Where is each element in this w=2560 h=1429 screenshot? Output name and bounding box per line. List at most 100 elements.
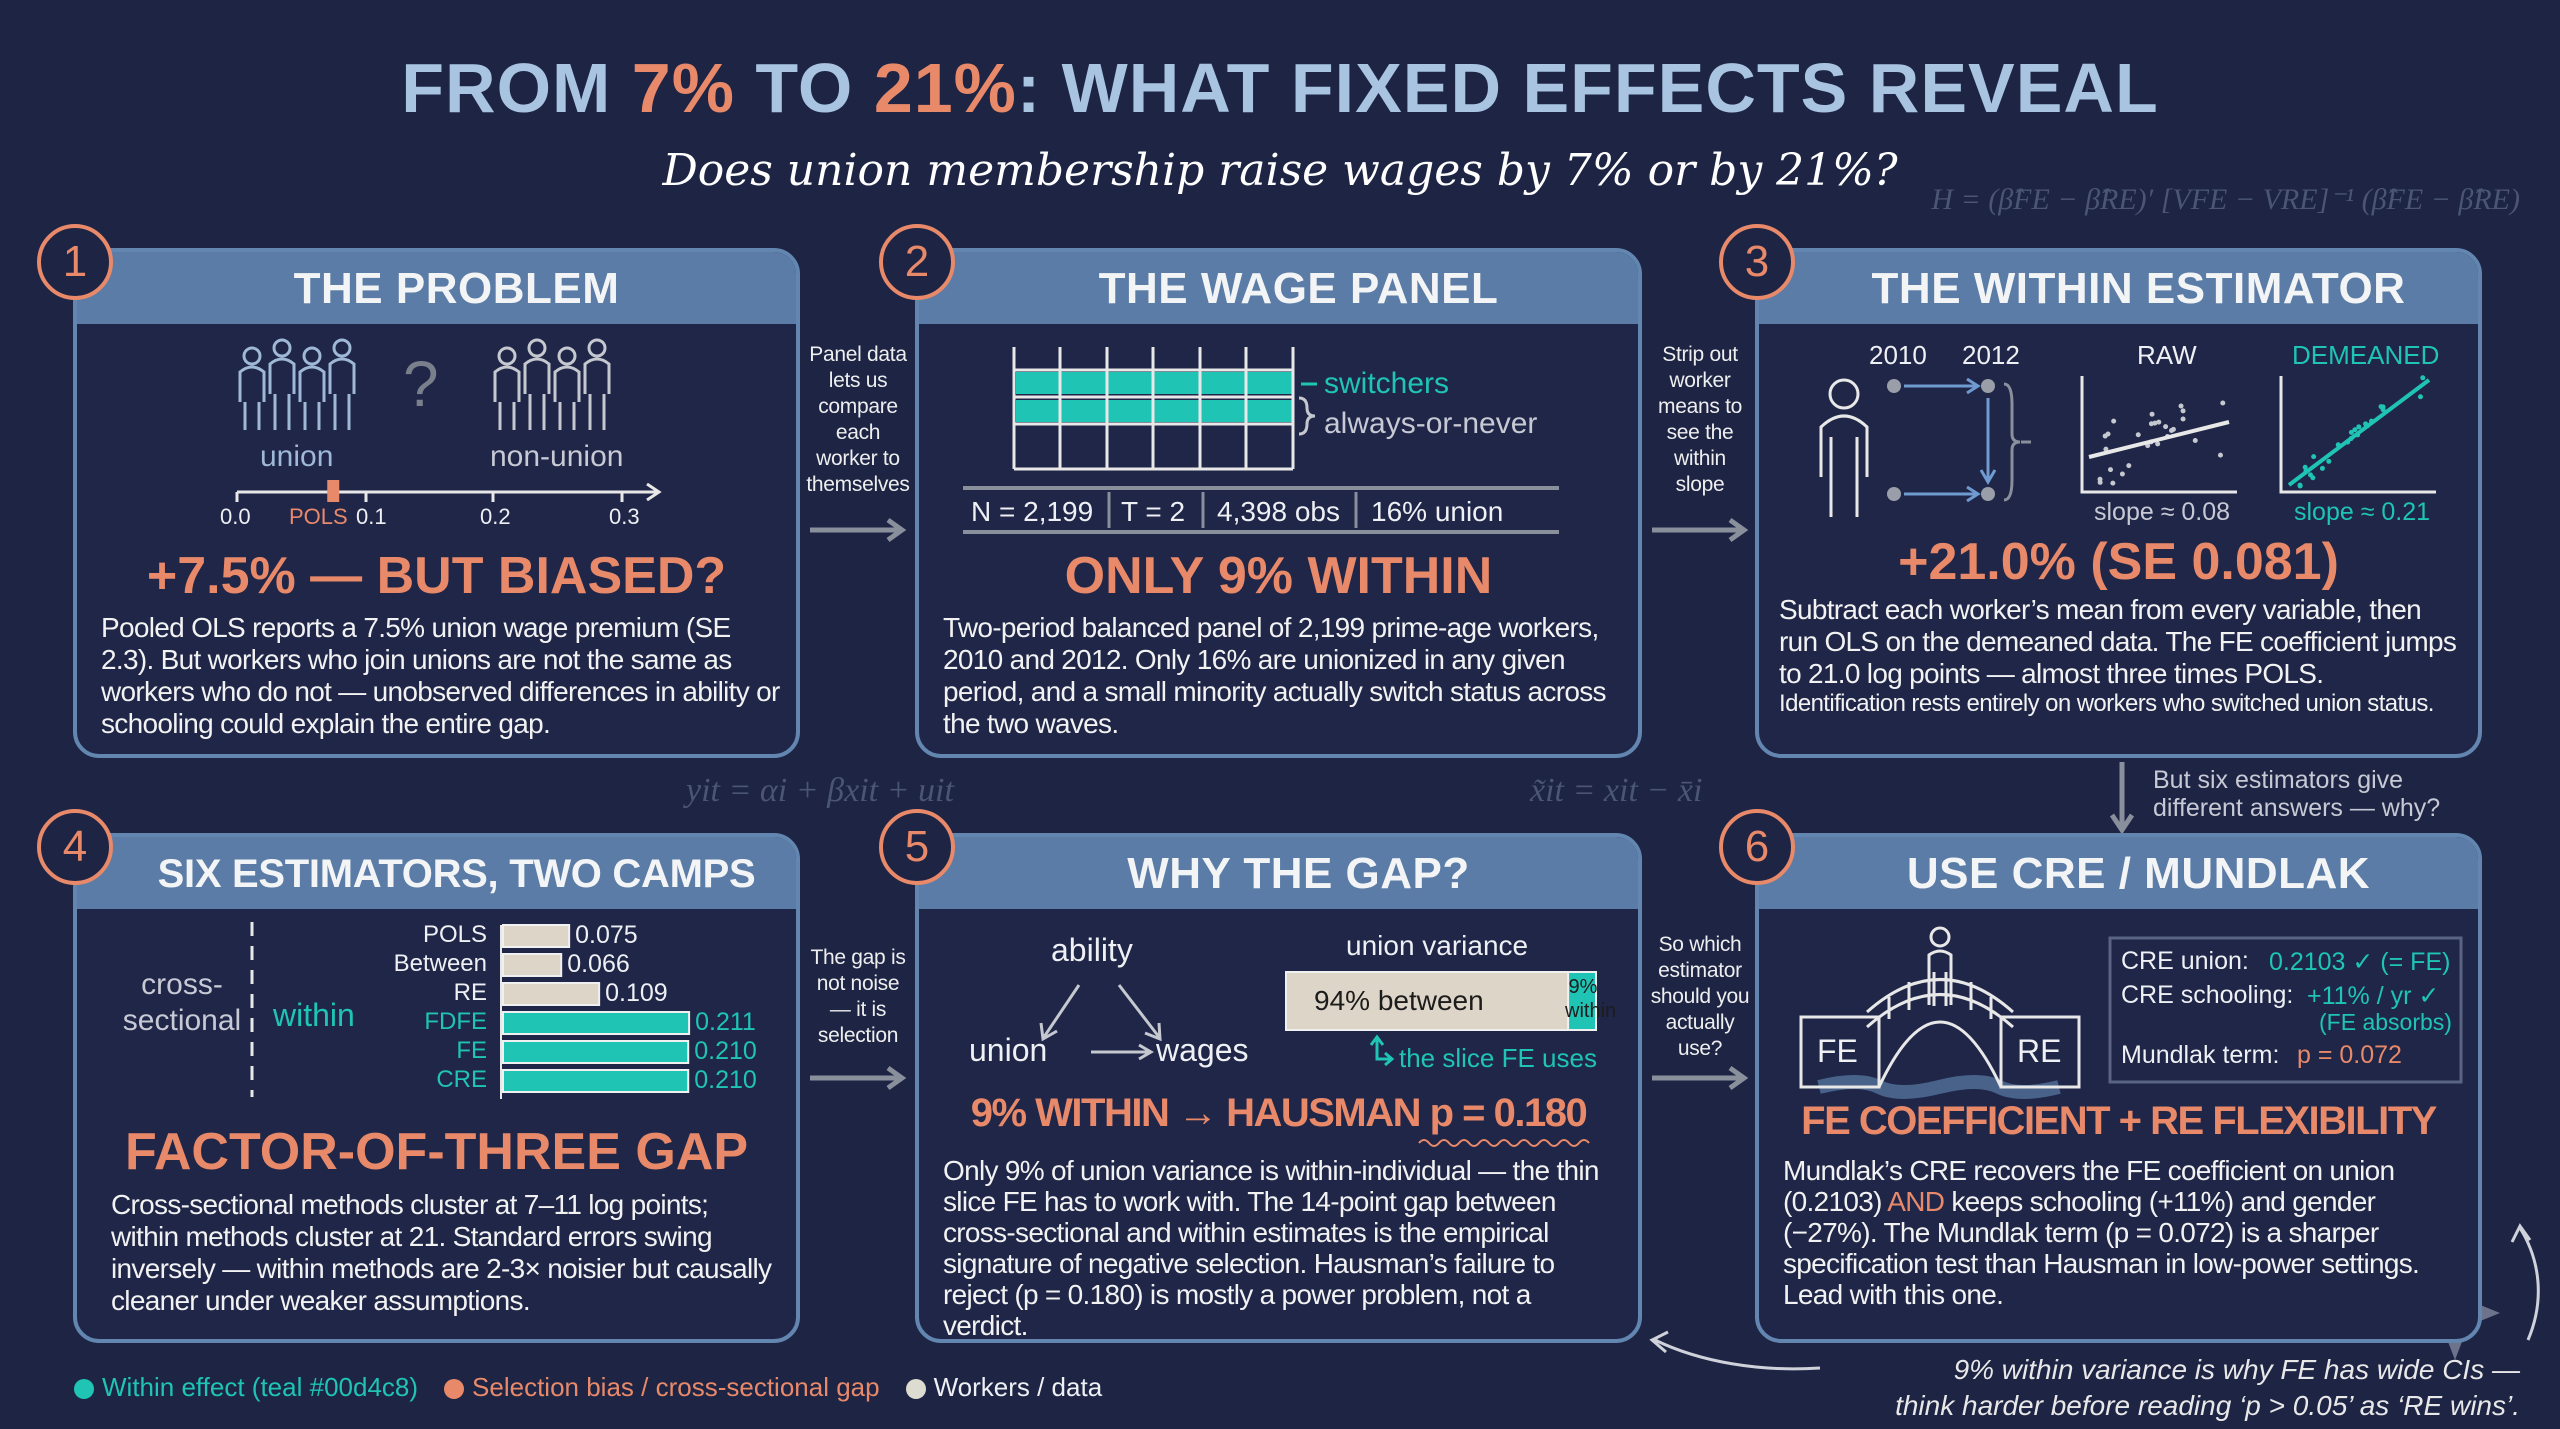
bar-label-fe: FE xyxy=(456,1037,487,1064)
teal-dot-icon xyxy=(74,1379,94,1400)
subtitle: Does union membership raise wages by 7% … xyxy=(662,145,1898,196)
demeaned-slope: slope ≈ 0.21 xyxy=(2294,498,2431,526)
tick-0: 0.0 xyxy=(220,504,251,529)
bar-value-between: 0.066 xyxy=(567,950,630,978)
scatter-point xyxy=(2217,452,2223,458)
year-2010: 2010 xyxy=(1869,340,1927,370)
scatter-point xyxy=(2417,394,2423,400)
cre-union-value: 0.2103 ✓ (= FE) xyxy=(2269,948,2451,976)
scatter-point xyxy=(2308,472,2314,478)
within-bar xyxy=(1567,971,1597,1031)
legend-selection: Selection bias / cross-sectional gap xyxy=(444,1372,880,1403)
bar-label-cre: CRE xyxy=(436,1066,487,1093)
grey-dot-icon xyxy=(905,1379,926,1400)
axis xyxy=(235,482,662,502)
switchers-label: switchers xyxy=(1324,367,1450,400)
bar-between xyxy=(502,953,563,977)
bar-value-fdfe: 0.211 xyxy=(695,1008,756,1036)
scatter-point xyxy=(2180,416,2186,422)
squiggle-underline xyxy=(1418,1139,1590,1147)
tick-1: 0.1 xyxy=(356,504,387,529)
scatter-point xyxy=(2420,375,2426,381)
panel-within-estimator: THE WITHIN ESTIMATOR 3 2010 2012 RAW DEM… xyxy=(1719,224,2482,758)
body-text: Subtract each worker’s mean from every v… xyxy=(1779,594,2457,689)
connector-note-2-3: Strip out worker means to see the within… xyxy=(1658,343,1742,496)
estimator-bar-chart xyxy=(250,922,691,1099)
headline: 9% WITHIN → HAUSMAN p = 0.180 xyxy=(970,1091,1588,1135)
scatter-point xyxy=(2126,463,2132,469)
scatter-point xyxy=(2311,454,2317,460)
pols-marker xyxy=(327,480,340,502)
scatter-point xyxy=(2180,408,2186,414)
legend-workers: Workers / data xyxy=(905,1372,1102,1403)
bar-fdfe xyxy=(502,1011,691,1035)
scatter-point xyxy=(2119,471,2125,477)
scatter-point xyxy=(2178,403,2184,409)
step-number: 5 xyxy=(879,809,955,885)
panel-wage-panel: THE WAGE PANEL 2 switchers always-or-nev… xyxy=(879,224,1642,758)
body-text: Only 9% of union variance is within-indi… xyxy=(943,1155,1599,1341)
legend-within: Within effect (teal #00d4c8) xyxy=(74,1372,418,1403)
non-union-label: non-union xyxy=(490,440,624,473)
scatter-point xyxy=(2326,458,2332,464)
scatter-point xyxy=(2319,465,2325,471)
mundlak-value: p = 0.072 xyxy=(2297,1041,2402,1069)
demeaned-fit-line xyxy=(2287,378,2431,487)
page-title: FROM 7% TO 21%: WHAT FIXED EFFECTS REVEA… xyxy=(401,49,2159,127)
scatter-point xyxy=(2097,479,2103,485)
ability-node: ability xyxy=(1051,932,1133,968)
year-2012: 2012 xyxy=(1962,340,2020,370)
bar-re xyxy=(502,982,601,1006)
scatter-point xyxy=(2348,429,2354,435)
headline: +7.5% — BUT BIASED? xyxy=(146,547,727,605)
scatter-point xyxy=(2105,431,2111,437)
scatter-point xyxy=(2356,424,2362,430)
headline: FE COEFFICIENT + RE FLEXIBILITY xyxy=(1801,1099,2437,1143)
panel-cre-mundlak: USE CRE / MUNDLAK 6 FE RE CRE union: 0.2… xyxy=(1719,809,2482,1343)
panel-title: WHY THE GAP? xyxy=(919,837,1638,909)
bar-fe xyxy=(502,1040,690,1064)
panel-title: USE CRE / MUNDLAK xyxy=(1759,837,2478,909)
scatter-point xyxy=(2170,426,2176,432)
re-label: RE xyxy=(2017,1033,2062,1069)
bar-cre xyxy=(502,1069,690,1093)
panel-title: THE WAGE PANEL xyxy=(919,252,1638,324)
fe-label: FE xyxy=(1817,1033,1858,1069)
raw-fit-line xyxy=(2088,420,2230,459)
stat-t: T = 2 xyxy=(1121,496,1186,527)
wages-node: wages xyxy=(1156,1032,1249,1068)
bar-label-fdfe: FDFE xyxy=(424,1008,487,1035)
model-formula: yit = αi + βxit + uit xyxy=(686,772,954,809)
worker-icon xyxy=(1819,378,1869,517)
cross-sectional-label: cross-sectional xyxy=(122,968,242,1037)
step-number: 3 xyxy=(1719,224,1795,300)
body-text: Mundlak’s CRE recovers the FE coefficien… xyxy=(1783,1155,2420,1310)
union-label: union xyxy=(260,440,334,473)
tick-3: 0.3 xyxy=(609,504,640,529)
bar-value-pols: 0.075 xyxy=(575,921,638,949)
bar-label-pols: POLS xyxy=(422,921,487,948)
scatter-point xyxy=(2220,400,2226,406)
raw-slope: slope ≈ 0.08 xyxy=(2094,498,2231,526)
pols-marker-label: POLS xyxy=(289,504,348,529)
footnote: 9% within variance is why FE has wide CI… xyxy=(1895,1354,2520,1421)
stat-union: 16% union xyxy=(1371,496,1504,527)
tick-2: 0.2 xyxy=(480,504,511,529)
panel-title: SIX ESTIMATORS, TWO CAMPS xyxy=(77,837,796,909)
headline: FACTOR-OF-THREE GAP xyxy=(124,1123,749,1181)
within-diagram xyxy=(1819,375,2436,517)
bridge-icon xyxy=(1799,926,2463,1099)
scatter-point xyxy=(2155,441,2161,447)
panel-title: THE WITHIN ESTIMATOR xyxy=(1759,252,2478,324)
body-note: Identification rests entirely on workers… xyxy=(1779,690,2434,717)
headline: ONLY 9% WITHIN xyxy=(1064,547,1493,605)
question-mark-icon: ? xyxy=(403,348,439,420)
slice-arrow-icon xyxy=(1369,1034,1395,1067)
cre-schooling-note: (FE absorbs) xyxy=(2319,1009,2452,1035)
mundlak-label: Mundlak term: xyxy=(2121,1041,2280,1069)
scatter-point xyxy=(2302,464,2308,470)
variance-title: union variance xyxy=(1346,930,1529,961)
bar-pols xyxy=(502,924,571,948)
raw-label: RAW xyxy=(2137,340,2197,370)
body-text: Cross-sectional methods cluster at 7–11 … xyxy=(111,1189,772,1316)
